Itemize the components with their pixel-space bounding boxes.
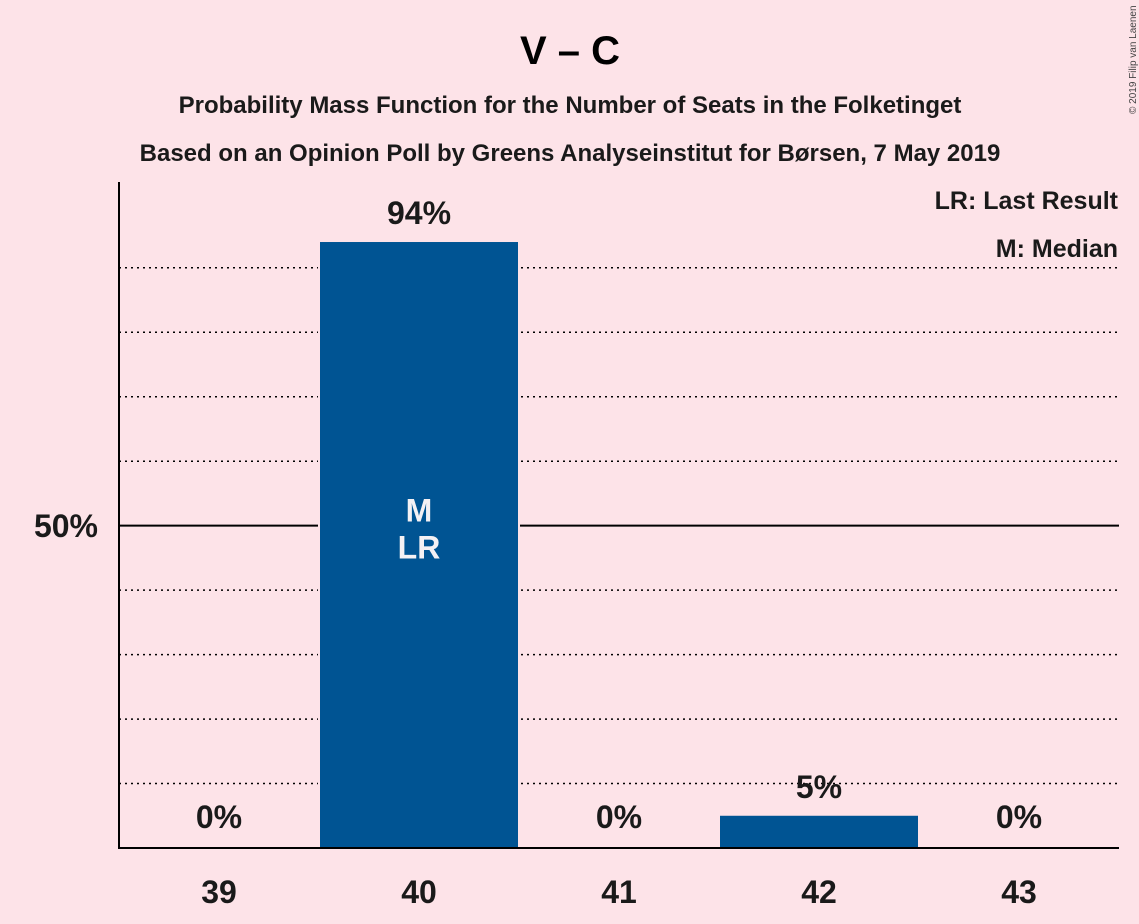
x-tick-labels: 39 40 41 42 43 [201,874,1037,910]
chart-subtitle-1: Probability Mass Function for the Number… [179,92,962,119]
value-label-39: 0% [196,799,242,835]
copyright-note: © 2019 Filip van Laenen [1128,5,1139,114]
legend-median: M: Median [996,235,1118,263]
x-tick-label-41: 41 [601,874,637,910]
value-label-43: 0% [996,799,1042,835]
value-label-41: 0% [596,799,642,835]
chart-subtitle-2: Based on an Opinion Poll by Greens Analy… [140,140,1001,167]
bar-annotation-lr: LR [398,530,441,566]
value-label-40: 94% [387,195,451,231]
value-labels: 0% 94% MLR 0% 5% 0% [196,195,1042,835]
x-tick-label-43: 43 [1001,874,1037,910]
x-tick-label-42: 42 [801,874,837,910]
bars [318,242,920,849]
y-tick-label-50: 50% [34,508,98,544]
grid-lines [119,267,1119,785]
legend-last-result: LR: Last Result [935,187,1119,215]
chart-title: V – C [520,29,620,73]
bar-40 [320,242,518,849]
bar-42 [720,815,918,848]
x-tick-label-39: 39 [201,874,237,910]
x-tick-label-40: 40 [401,874,437,910]
bar-annotation-m: M [406,493,433,529]
value-label-42: 5% [796,769,842,805]
